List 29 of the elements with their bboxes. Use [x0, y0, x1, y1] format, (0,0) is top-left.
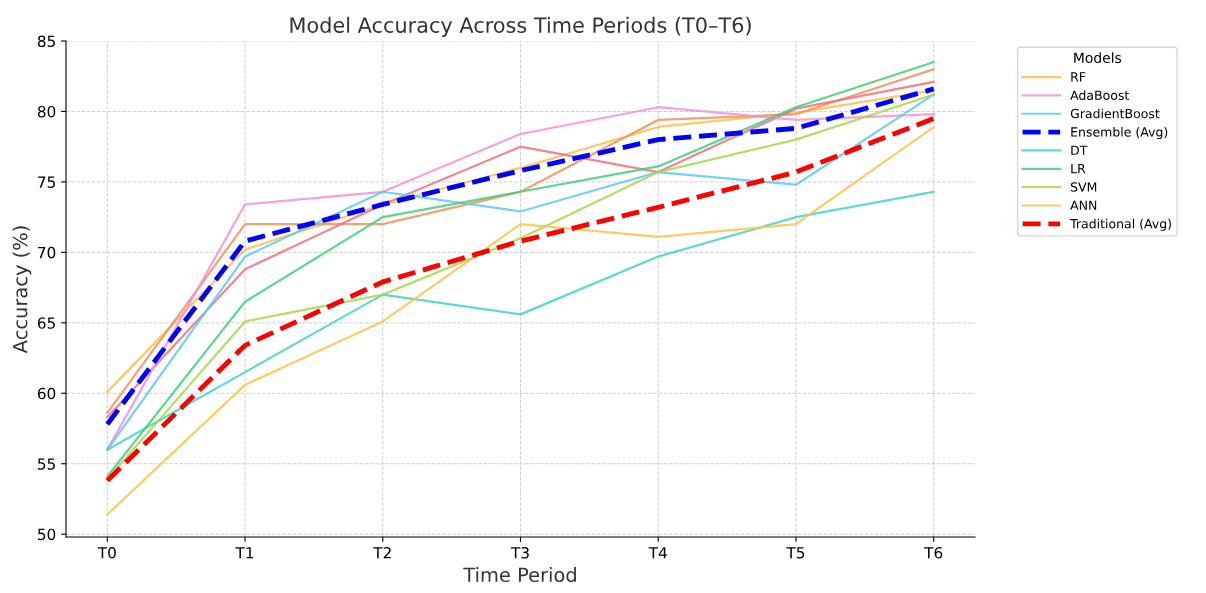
y-tick-label: 50 — [38, 528, 56, 541]
legend-label: DT — [1071, 145, 1088, 155]
legend-label: ANN — [1070, 200, 1097, 210]
y-tick-label: 65 — [37, 317, 55, 329]
x-tick-label: T0 — [97, 546, 116, 559]
x-axis-title: Time Period — [463, 567, 576, 583]
legend-label: SVM — [1070, 182, 1097, 192]
x-tick-label: T5 — [786, 547, 805, 559]
x-tick-label: T2 — [373, 546, 391, 559]
y-tick-label: 85 — [37, 35, 55, 48]
legend-label: Traditional (Avg) — [1070, 218, 1171, 231]
legend-label: GradientBoost — [1070, 108, 1160, 119]
x-tick-label: T1 — [235, 547, 254, 559]
x-tick-label: T4 — [648, 547, 667, 559]
legend-label: LR — [1071, 164, 1086, 174]
y-tick-label: 70 — [38, 246, 56, 259]
y-axis-title: Accuracy (%) — [12, 226, 32, 354]
x-tick-label: T3 — [510, 546, 529, 559]
y-tick-label: 60 — [37, 387, 56, 400]
legend-label: RF — [1071, 72, 1086, 82]
y-tick-label: 80 — [37, 105, 56, 118]
y-tick-label: 55 — [38, 458, 55, 470]
legend-title: Models — [1074, 52, 1122, 63]
chart-title: Model Accuracy Across Time Periods (T0–T6) — [290, 16, 751, 37]
x-tick-label: T6 — [924, 546, 943, 559]
line-series — [106, 190, 935, 451]
y-tick-label: 75 — [38, 176, 55, 188]
legend-label: AdaBoost — [1070, 90, 1130, 100]
legend-label: Ensemble (Avg) — [1071, 126, 1168, 140]
